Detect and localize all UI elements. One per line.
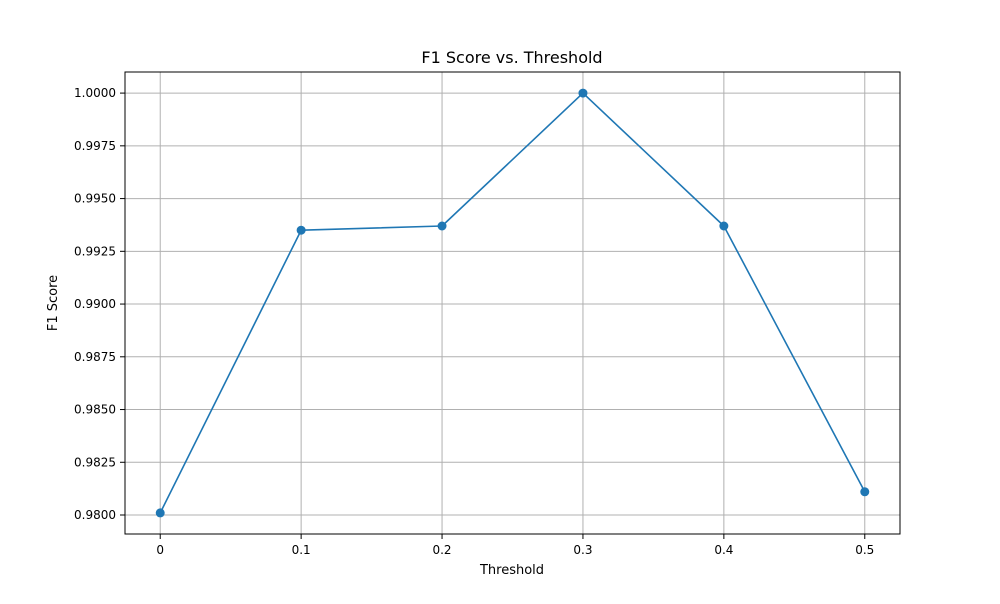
axis-ticks: 0 0.1 0.2 0.3 0.4 0.5 0.9800 0.9825 0.9850 0.9875…: [74, 86, 874, 557]
y-tick-label: 0.9900: [74, 297, 116, 311]
y-tick-label: 0.9950: [74, 192, 116, 206]
y-tick-label: 0.9975: [74, 139, 116, 153]
x-tick-label: 0.5: [855, 543, 874, 557]
y-axis-label: F1 Score: [46, 275, 61, 331]
x-tick-label: 0.1: [292, 543, 311, 557]
x-tick-label: 0.3: [573, 543, 592, 557]
series-layer: [155, 88, 870, 518]
y-tick-label: 1.0000: [74, 86, 116, 100]
data-point: [296, 225, 306, 235]
data-point: [719, 221, 729, 231]
x-tick-label: 0.2: [432, 543, 451, 557]
series-line: [159, 92, 866, 514]
y-tick-label: 0.9925: [74, 244, 116, 258]
y-tick-label: 0.9850: [74, 403, 116, 417]
y-tick-label: 0.9825: [74, 455, 116, 469]
data-point: [578, 88, 588, 98]
x-axis-label: Threshold: [479, 563, 544, 578]
data-point: [155, 508, 165, 518]
y-tick-label: 0.9875: [74, 350, 116, 364]
x-tick-label: 0.4: [714, 543, 733, 557]
y-tick-label: 0.9800: [74, 508, 116, 522]
data-point: [860, 487, 870, 497]
axes-frame: [124, 71, 901, 535]
chart-title: F1 Score vs. Threshold: [421, 48, 602, 67]
grid-lines: [125, 72, 900, 534]
x-tick-label: 0: [156, 543, 164, 557]
data-point: [437, 221, 447, 231]
